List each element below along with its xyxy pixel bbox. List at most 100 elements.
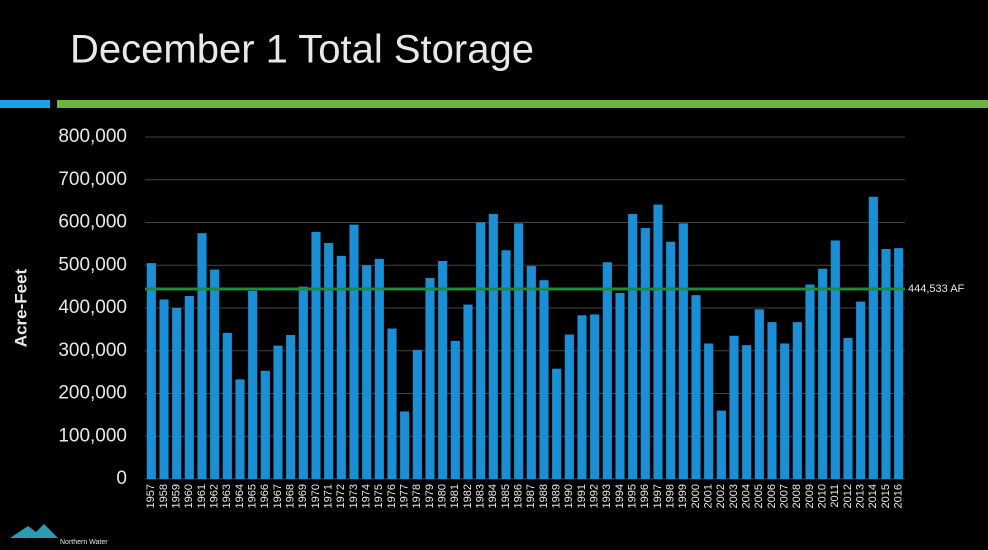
x-tick-label: 1961 — [196, 484, 208, 508]
bar — [615, 293, 625, 479]
bar — [488, 213, 498, 479]
bar — [590, 314, 600, 479]
x-tick-label: 1965 — [247, 484, 259, 508]
bar — [780, 343, 790, 479]
bar — [666, 241, 676, 479]
reference-label: 444,533 AF — [908, 283, 965, 295]
y-tick-label: 500,000 — [58, 254, 127, 275]
bar — [881, 249, 891, 479]
y-tick-label: 600,000 — [58, 212, 127, 233]
bar — [184, 296, 194, 479]
bar — [450, 340, 460, 479]
x-tick-label: 1979 — [424, 484, 436, 508]
bar — [628, 213, 638, 479]
bar — [830, 240, 840, 479]
accent-bar-green — [57, 100, 988, 108]
x-tick-label: 1960 — [183, 484, 195, 508]
x-tick-label: 2011 — [829, 484, 841, 508]
bar — [818, 268, 828, 479]
slide-title: December 1 Total Storage — [70, 28, 534, 72]
x-tick-label: 1969 — [297, 484, 309, 508]
bar — [311, 231, 321, 479]
x-tick-label: 1994 — [614, 484, 626, 508]
bar — [463, 304, 473, 479]
logo-mark — [10, 524, 58, 538]
bar — [324, 243, 334, 479]
x-tick-label: 2002 — [715, 484, 727, 508]
y-tick-label: 100,000 — [58, 425, 127, 446]
x-tick-label: 1963 — [221, 484, 233, 508]
x-tick-label: 1957 — [145, 484, 157, 508]
bar — [704, 343, 714, 479]
bar — [387, 328, 397, 479]
bar — [526, 266, 536, 479]
accent-bar-blue — [0, 100, 50, 108]
x-tick-label: 1978 — [411, 484, 423, 508]
x-tick-label: 1988 — [538, 484, 550, 508]
y-tick-label: 700,000 — [58, 169, 127, 190]
y-tick-label: 400,000 — [58, 297, 127, 318]
x-tick-label: 1971 — [323, 484, 335, 508]
x-tick-label: 1972 — [335, 484, 347, 508]
x-tick-label: 1996 — [639, 484, 651, 508]
bar — [374, 258, 384, 479]
x-tick-label: 1981 — [449, 484, 461, 508]
bar — [260, 370, 270, 479]
x-tick-label: 1980 — [437, 484, 449, 508]
x-tick-label: 1982 — [462, 484, 474, 508]
bar — [235, 379, 245, 479]
x-tick-label: 1990 — [563, 484, 575, 508]
x-tick-label: 1974 — [361, 484, 373, 508]
bar — [222, 332, 232, 479]
bar — [273, 345, 283, 479]
x-tick-label: 1967 — [272, 484, 284, 508]
bar — [400, 411, 410, 479]
x-tick-label: 1984 — [487, 484, 499, 508]
bar — [691, 295, 701, 479]
x-tick-label: 2009 — [804, 484, 816, 508]
x-tick-label: 2001 — [703, 484, 715, 508]
x-tick-label: 1977 — [399, 484, 411, 508]
x-tick-label: 2016 — [893, 484, 905, 508]
bar — [552, 368, 562, 479]
bar — [792, 322, 802, 479]
bar — [716, 410, 726, 479]
bar — [425, 278, 435, 479]
bar — [476, 222, 486, 479]
x-tick-label: 1976 — [386, 484, 398, 508]
x-tick-label: 1998 — [665, 484, 677, 508]
bar — [298, 286, 308, 479]
bar — [286, 334, 296, 479]
bar — [564, 334, 574, 479]
x-tick-label: 1964 — [234, 484, 246, 508]
x-tick-label: 1962 — [209, 484, 221, 508]
bar — [678, 223, 688, 479]
bar — [514, 223, 524, 479]
x-tick-label: 2008 — [791, 484, 803, 508]
y-tick-label: 200,000 — [58, 383, 127, 404]
x-tick-label: 1958 — [158, 484, 170, 508]
x-tick-label: 1997 — [652, 484, 664, 508]
bar — [767, 322, 777, 479]
bar — [577, 315, 587, 479]
bar — [248, 290, 258, 479]
x-tick-label: 1970 — [310, 484, 322, 508]
x-tick-label: 2010 — [817, 484, 829, 508]
y-tick-label: 800,000 — [58, 126, 127, 147]
bar — [843, 337, 853, 479]
y-tick-label: 300,000 — [58, 340, 127, 361]
x-tick-label: 2000 — [690, 484, 702, 508]
bar — [653, 204, 663, 480]
bar — [197, 233, 207, 479]
bar — [172, 308, 182, 479]
bar — [539, 280, 549, 479]
x-tick-label: 1975 — [373, 484, 385, 508]
x-tick-label: 1959 — [171, 484, 183, 508]
bar — [754, 309, 764, 479]
bar — [362, 265, 372, 479]
x-tick-label: 1986 — [513, 484, 525, 508]
x-tick-label: 2007 — [779, 484, 791, 508]
x-tick-label: 2003 — [728, 484, 740, 508]
bar — [856, 301, 866, 479]
